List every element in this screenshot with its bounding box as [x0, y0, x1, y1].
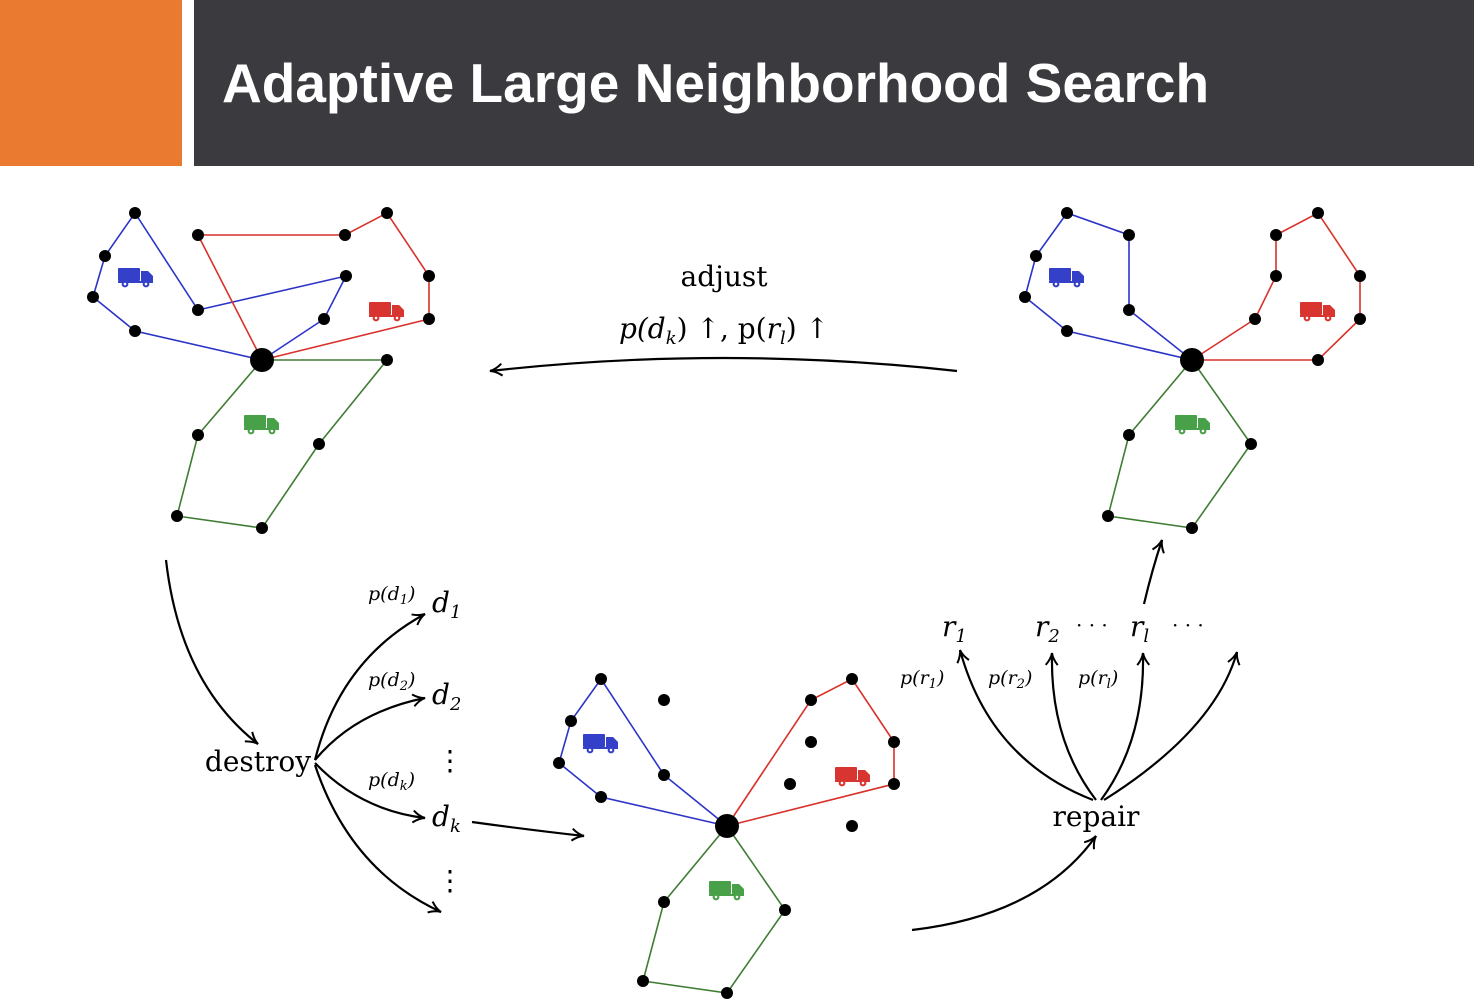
- flow-arrows: [164, 356, 1241, 932]
- repair-op-1: r1: [942, 610, 967, 647]
- depot-node: [715, 814, 739, 838]
- truck-icon: [369, 302, 404, 322]
- truck-icon: [709, 881, 744, 901]
- accent-block: [0, 0, 182, 166]
- dk-to-solution-arrow: [471, 820, 585, 842]
- route-green: [176, 359, 389, 529]
- truck-icon: [1300, 302, 1335, 322]
- solution-current: [87, 207, 435, 534]
- rl-to-solution-arrow: [1142, 539, 1165, 605]
- destroy-op-1: d1: [432, 586, 461, 623]
- adjust-probability-label: p(dk) ↑, p(rl) ↑: [619, 312, 829, 349]
- route-green: [1107, 359, 1252, 529]
- repair-op-arrow-2: [1044, 652, 1097, 801]
- route-blue: [1024, 212, 1193, 361]
- repair-prob-l: p(rl): [1078, 667, 1118, 692]
- adjust-label: adjust: [681, 260, 769, 293]
- title-bar: [194, 0, 1474, 166]
- removed-nodes: [658, 694, 858, 832]
- repair-op-arrow-more: [1103, 651, 1241, 801]
- truck-icon: [583, 734, 618, 754]
- repair-op-l: rl: [1130, 610, 1149, 647]
- destroy-op-arrow-more: [313, 764, 442, 914]
- solution-repaired: [1019, 207, 1366, 534]
- destroy-label: destroy: [205, 745, 311, 778]
- destroy-op-arrow-2: [314, 693, 426, 761]
- customer-nodes: [87, 207, 435, 534]
- depot-node: [1180, 348, 1204, 372]
- repair-op-arrow-l: [1100, 652, 1151, 801]
- repair-label: repair: [1053, 800, 1141, 833]
- destroy-vdots-bottom: ⋮: [436, 864, 464, 897]
- route-red: [196, 211, 430, 361]
- repair-op-arrow-1: [956, 649, 1094, 802]
- truck-icon: [1049, 268, 1084, 288]
- solution-destroyed: [553, 673, 900, 999]
- truck-icon: [118, 268, 153, 288]
- route-green: [641, 825, 786, 994]
- adjust-arrow: [489, 356, 958, 377]
- route-blue: [558, 677, 728, 827]
- destroy-op-arrow-1: [313, 613, 426, 761]
- truck-icon: [835, 767, 870, 787]
- destroy-op-2: d2: [432, 678, 461, 715]
- to-destroy-arrow: [164, 559, 259, 745]
- depot-node: [250, 348, 274, 372]
- route-red: [726, 677, 895, 827]
- customer-nodes: [1019, 207, 1366, 534]
- destroy-vdots: ⋮: [436, 744, 464, 777]
- slide-title: Adaptive Large Neighborhood Search: [222, 52, 1210, 114]
- repair-op-2: r2: [1035, 610, 1060, 647]
- alns-diagram: adjust p(dk) ↑, p(rl) ↑ destroy repair p…: [87, 207, 1366, 999]
- to-repair-arrow: [911, 835, 1097, 932]
- truck-icon: [244, 415, 279, 435]
- destroy-prob-1: p(d1): [368, 583, 415, 608]
- truck-icon: [1175, 415, 1210, 435]
- repair-prob-2: p(r2): [988, 667, 1032, 692]
- destroy-op-k: dk: [432, 800, 461, 837]
- destroy-prob-2: p(d2): [368, 669, 415, 694]
- destroy-prob-k: p(dk): [368, 769, 415, 794]
- repair-cdots-2: · · ·: [1172, 613, 1204, 637]
- repair-prob-1: p(r1): [900, 667, 944, 692]
- customer-nodes: [553, 673, 900, 999]
- destroy-op-arrow-k: [314, 762, 426, 824]
- repair-cdots-1: · · ·: [1076, 613, 1108, 637]
